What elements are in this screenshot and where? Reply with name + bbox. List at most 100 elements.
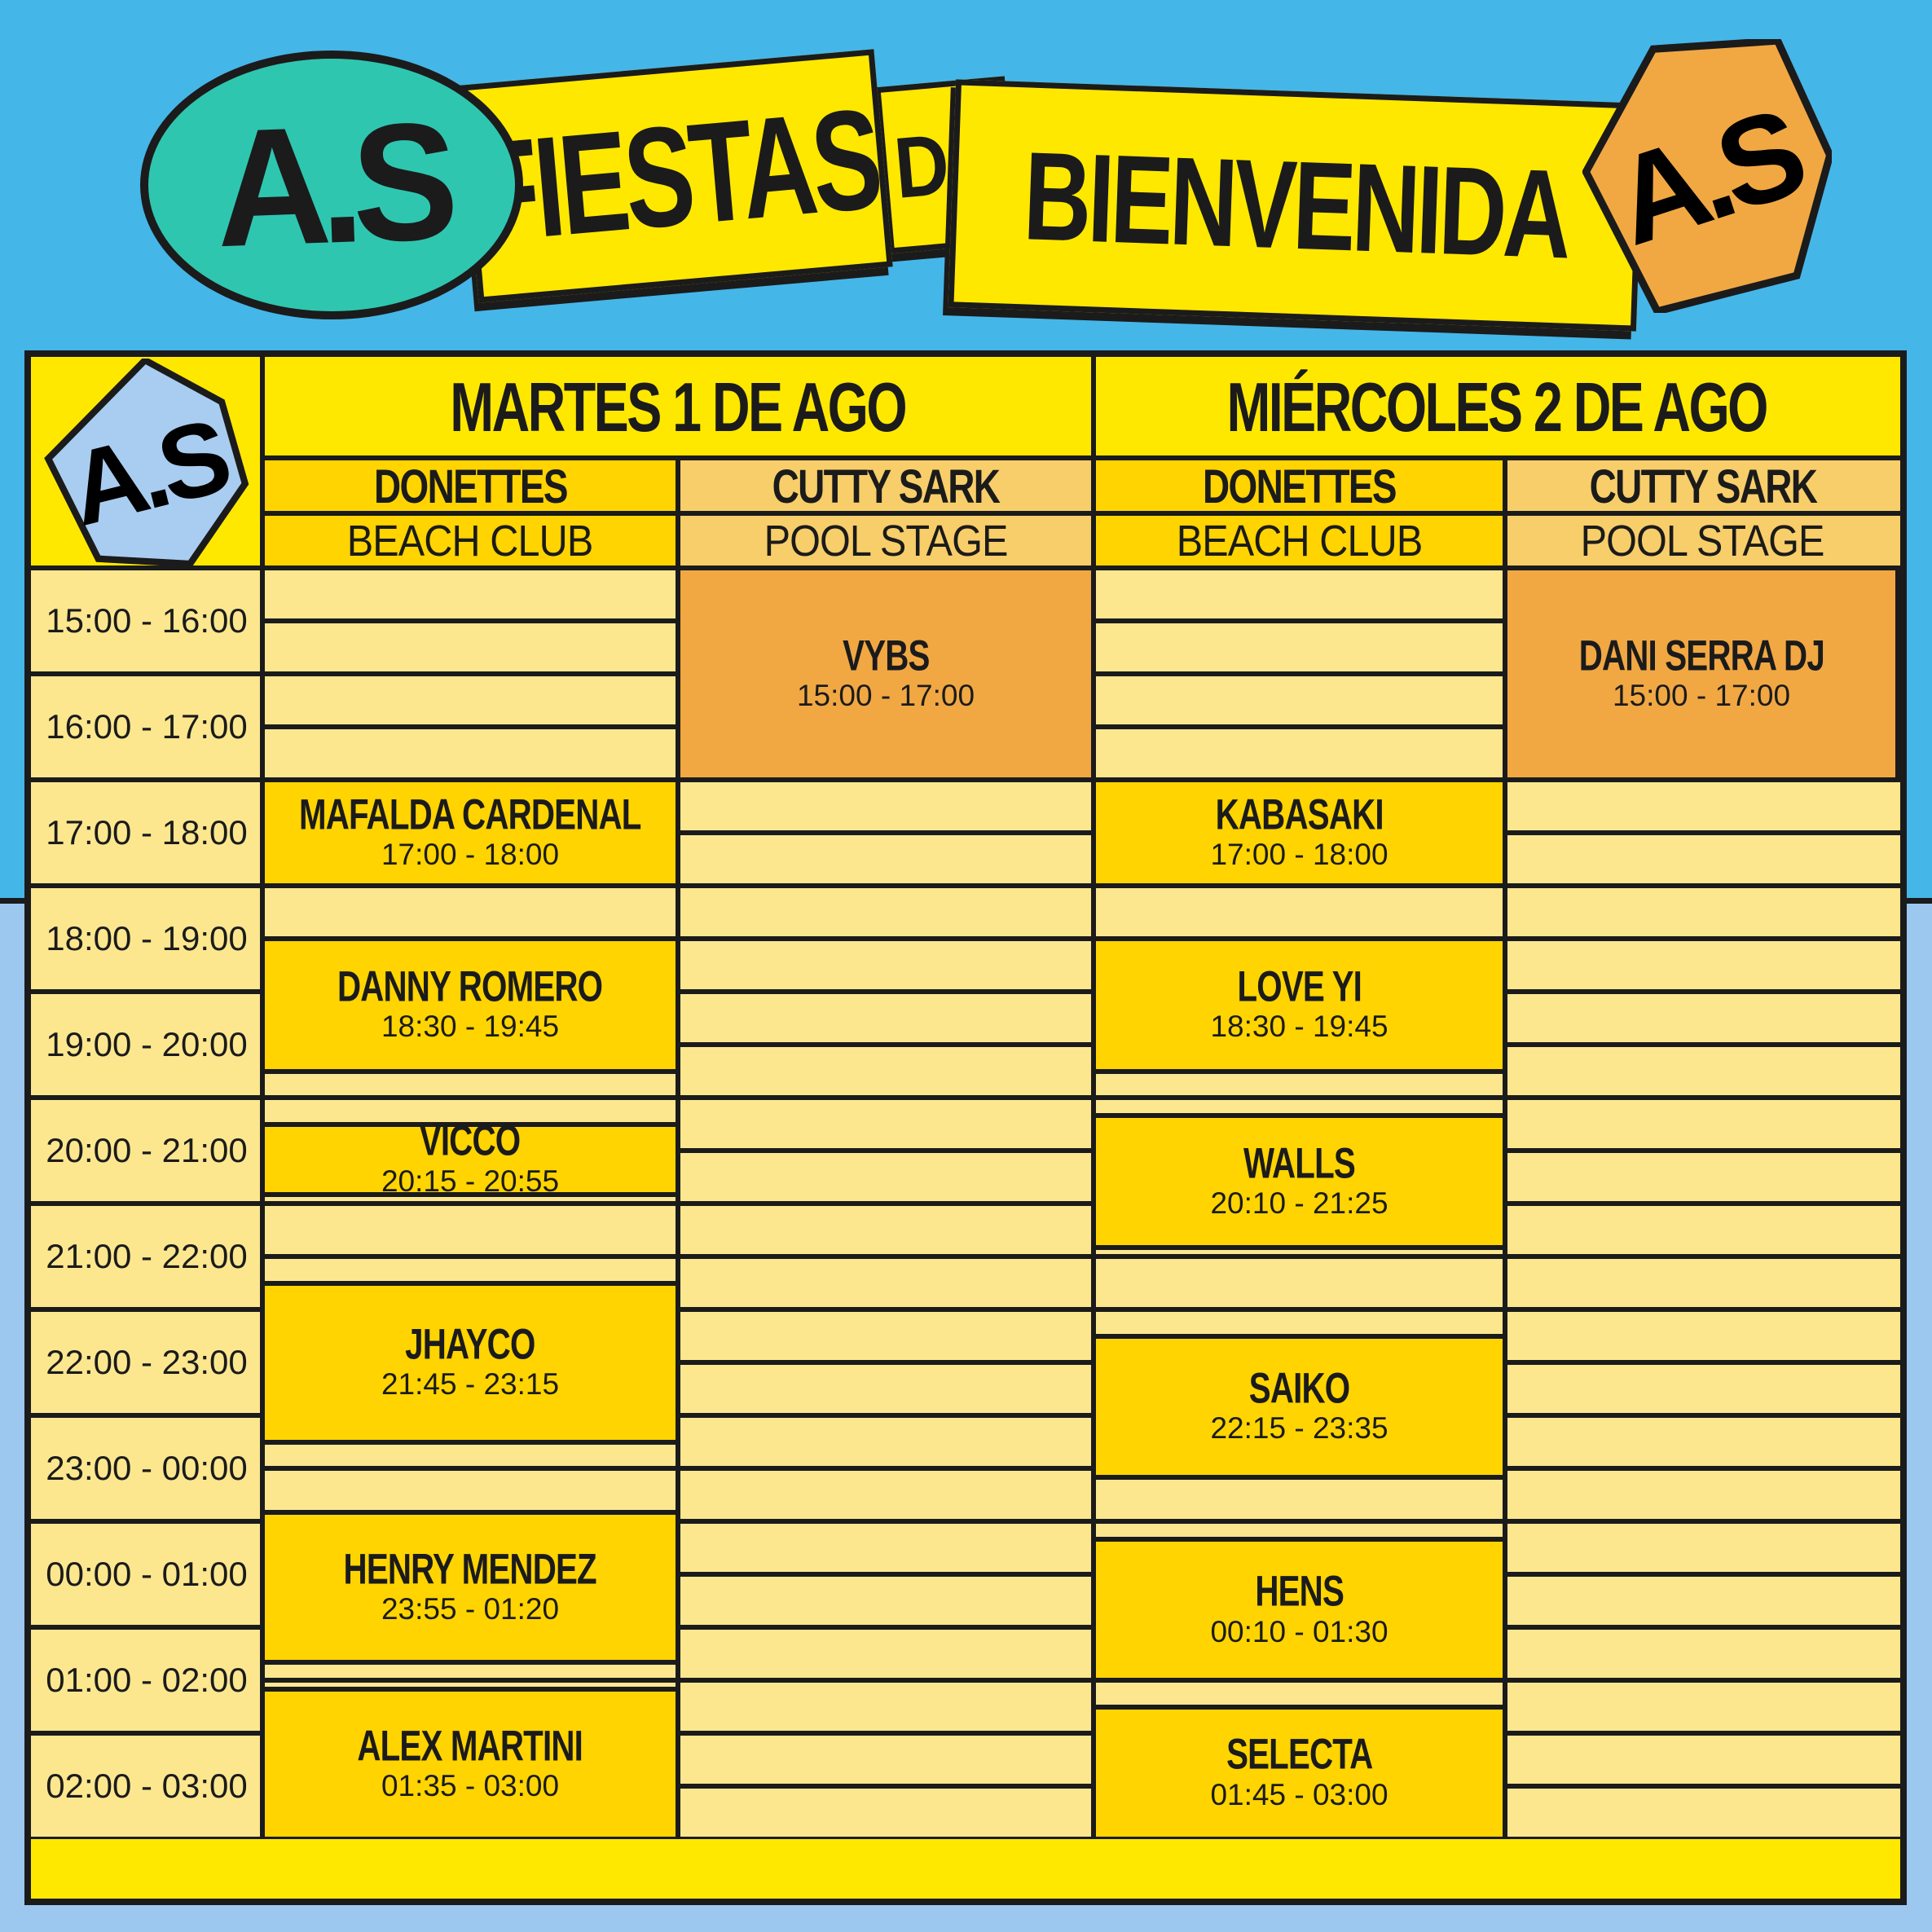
time-slot-label: 18:00 - 19:00 [46, 919, 248, 957]
event-time: 15:00 - 17:00 [1612, 679, 1791, 713]
event-block: KABASAKI 17:00 - 18:00 [1091, 777, 1507, 888]
time-grid-background [31, 568, 262, 1839]
event-name: JHAYCO [405, 1320, 535, 1369]
event-time: 17:00 - 18:00 [381, 838, 560, 872]
day-label: MARTES 1 DE AGO [450, 368, 908, 447]
event-name: WALLS [1243, 1139, 1356, 1188]
event-block: DANI SERRA DJ 15:00 - 17:00 [1503, 566, 1900, 782]
event-block: DANNY ROMERO 18:30 - 19:45 [260, 936, 680, 1074]
event-name: KABASAKI [1215, 790, 1384, 839]
as-logo-oval: A.S [140, 51, 523, 319]
event-time: 01:35 - 03:00 [381, 1769, 560, 1803]
time-slot-label: 21:00 - 22:00 [46, 1237, 248, 1275]
bienvenida-text: BIENVENIDA [1021, 125, 1571, 285]
time-slot: 15:00 - 16:00 [31, 568, 262, 674]
as-logo-text: A.S [213, 87, 451, 283]
event-name: MAFALDA CARDENAL [299, 790, 641, 839]
event-time: 20:15 - 20:55 [381, 1164, 560, 1199]
event-time: 23:55 - 01:20 [381, 1592, 560, 1626]
grid-line [262, 511, 1900, 516]
grid-line [262, 455, 1900, 460]
event-time: 18:30 - 19:45 [381, 1010, 560, 1044]
event-block: SELECTA 01:45 - 03:00 [1091, 1704, 1507, 1842]
bienvenida-banner: BIENVENIDA [948, 79, 1644, 332]
as-logo-hexagon-blue-icon: A.S [44, 358, 249, 567]
event-name: HENRY MENDEZ [343, 1546, 597, 1594]
venue-header-cuttysark-2: CUTTY SARK [1505, 458, 1900, 513]
time-slot: 17:00 - 18:00 [31, 780, 262, 886]
time-slot: 18:00 - 19:00 [31, 886, 262, 992]
time-slot: 16:00 - 17:00 [31, 674, 262, 780]
events-layer: VYBS 15:00 - 17:00 MAFALDA CARDENAL 17:00 -… [31, 357, 1900, 1899]
fiestas-text: FIESTAS [469, 78, 884, 273]
event-block: VYBS 15:00 - 17:00 [676, 566, 1096, 782]
event-time: 15:00 - 17:00 [796, 679, 975, 713]
time-slot: 21:00 - 22:00 [31, 1204, 262, 1309]
venue-header-cuttysark-1: CUTTY SARK [678, 458, 1094, 513]
event-block: HENRY MENDEZ 23:55 - 01:20 [260, 1510, 680, 1666]
schedule-table: A.S MARTES 1 DE AGO MIÉRCOLES 2 DE AGO D… [24, 350, 1907, 1905]
event-name: DANNY ROMERO [337, 963, 603, 1011]
event-block: MAFALDA CARDENAL 17:00 - 18:00 [260, 777, 680, 888]
stage-header-beachclub-1: BEACH CLUB [262, 513, 678, 568]
fiestas-banner: FIESTAS [460, 49, 893, 303]
event-block: SAIKO 22:15 - 23:35 [1091, 1333, 1507, 1480]
grid-line [260, 357, 265, 1839]
venue-header-donettes-2: DONETTES [1094, 458, 1505, 513]
day-header-miercoles: MIÉRCOLES 2 DE AGO [1094, 357, 1900, 458]
event-block: VICCO 20:15 - 20:55 [260, 1117, 680, 1199]
event-name: ALEX MARTINI [357, 1722, 583, 1771]
venue-label: CUTTY SARK [772, 458, 1001, 513]
table-logo-cell: A.S [31, 357, 262, 568]
event-name: VICCO [420, 1117, 521, 1166]
time-slot: 20:00 - 21:00 [31, 1098, 262, 1204]
time-slot: 22:00 - 23:00 [31, 1309, 262, 1415]
stage-header-beachclub-2: BEACH CLUB [1094, 513, 1505, 568]
event-time: 20:10 - 21:25 [1210, 1186, 1388, 1221]
time-slot-label: 16:00 - 17:00 [46, 707, 248, 746]
event-time: 21:45 - 23:15 [381, 1367, 560, 1402]
banner: A.S FIESTAS DE BIENVENIDA A.S [0, 0, 1932, 350]
time-slot-label: 17:00 - 18:00 [46, 813, 248, 852]
stage-label: POOL STAGE [1581, 516, 1825, 566]
time-slot-label: 23:00 - 00:00 [46, 1449, 248, 1487]
time-slot: 01:00 - 02:00 [31, 1627, 262, 1733]
stage-header-poolstage-2: POOL STAGE [1505, 513, 1900, 568]
footer-bar [31, 1839, 1900, 1899]
event-name: VYBS [842, 632, 930, 680]
grid-line [1091, 357, 1096, 1839]
time-slot: 23:00 - 00:00 [31, 1415, 262, 1521]
event-name: DANI SERRA DJ [1578, 632, 1824, 680]
day-label: MIÉRCOLES 2 DE AGO [1226, 368, 1769, 447]
time-slot: 00:00 - 01:00 [31, 1521, 262, 1627]
as-logo-hexagon-icon: A.S [1582, 39, 1832, 313]
time-column: 15:00 - 16:00 16:00 - 17:00 17:00 - 18:00 1… [31, 568, 262, 1839]
venue-header-donettes-1: DONETTES [262, 458, 678, 513]
event-name: SELECTA [1226, 1731, 1373, 1779]
event-block: LOVE YI 18:30 - 19:45 [1091, 936, 1507, 1074]
venue-label: DONETTES [1203, 458, 1397, 513]
time-slot-label: 20:00 - 21:00 [46, 1131, 248, 1169]
time-slot-label: 01:00 - 02:00 [46, 1661, 248, 1699]
event-time: 22:15 - 23:35 [1210, 1411, 1388, 1446]
time-slot-label: 15:00 - 16:00 [46, 601, 248, 640]
hexagon-shape [44, 358, 249, 567]
event-time: 18:30 - 19:45 [1210, 1010, 1388, 1044]
event-time: 00:10 - 01:30 [1210, 1614, 1388, 1648]
time-slot-label: 00:00 - 01:00 [46, 1555, 248, 1593]
event-name: SAIKO [1248, 1365, 1350, 1413]
stage-label: BEACH CLUB [1176, 516, 1423, 566]
hexagon-shape [1582, 39, 1832, 313]
event-time: 17:00 - 18:00 [1210, 838, 1388, 872]
time-slot: 02:00 - 03:00 [31, 1733, 262, 1839]
event-name: HENS [1255, 1568, 1344, 1616]
time-slot-label: 02:00 - 03:00 [46, 1767, 248, 1805]
event-block: ALEX MARTINI 01:35 - 03:00 [260, 1686, 680, 1842]
event-name: LOVE YI [1237, 963, 1362, 1011]
event-block: WALLS 20:10 - 21:25 [1091, 1112, 1507, 1251]
time-slot: 19:00 - 20:00 [31, 992, 262, 1098]
venue-label: DONETTES [373, 458, 569, 513]
day-header-martes: MARTES 1 DE AGO [262, 357, 1094, 458]
stage-label: BEACH CLUB [347, 516, 593, 566]
